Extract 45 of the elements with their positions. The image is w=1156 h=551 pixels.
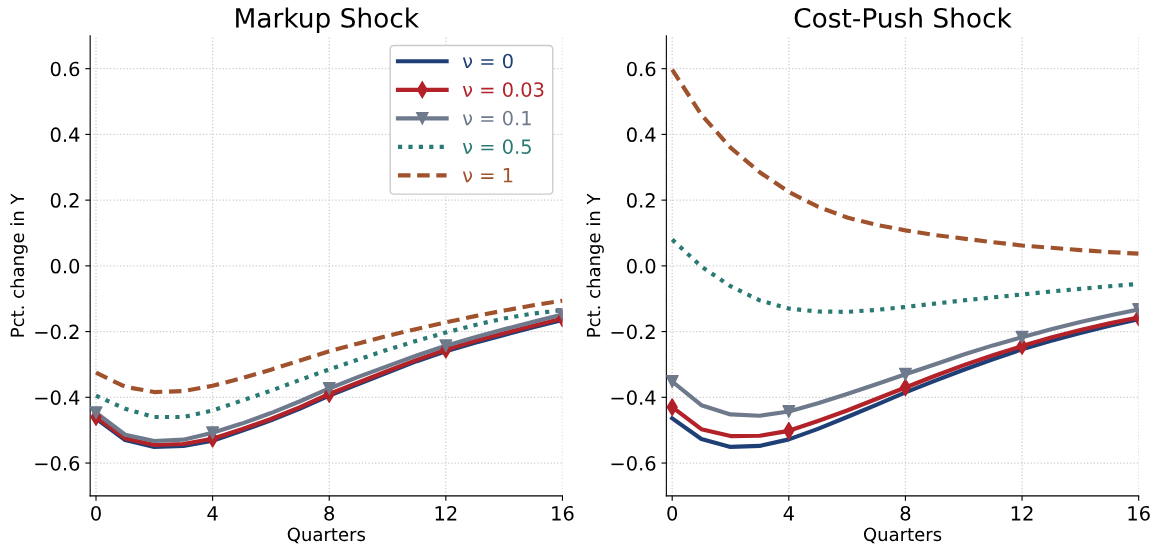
legend-label: ν = 0 — [462, 53, 513, 69]
y-tick-label: 0.6 — [627, 61, 656, 77]
x-tick-label: 8 — [900, 505, 911, 521]
x-axis-title: Quarters — [863, 527, 942, 544]
y-tick-label: −0.2 — [611, 324, 655, 340]
y-tick-label: 0.4 — [627, 127, 656, 143]
point — [206, 426, 220, 440]
legend-label: ν = 0.5 — [462, 139, 531, 154]
line-series — [670, 67, 1139, 256]
y-axis-title: Pct. change in Y — [586, 193, 604, 337]
y-tick-label: 0.6 — [50, 61, 80, 77]
y-tick-label: −0.6 — [35, 455, 80, 471]
point — [90, 406, 103, 420]
x-tick-label: 16 — [1128, 505, 1150, 521]
point — [322, 381, 336, 395]
chart-title: Cost-Push Shock — [794, 7, 1012, 28]
y-tick-label: 0.2 — [627, 193, 655, 208]
y-axis-title: Pct. change in Y — [10, 193, 28, 337]
legend-label: ν = 0.1 — [462, 110, 531, 126]
x-tick-label: 0 — [667, 505, 678, 521]
y-tick-label: 0.0 — [50, 258, 80, 274]
legend-label: ν = 0.03 — [462, 82, 544, 97]
legend-label: ν = 1 — [462, 168, 513, 183]
point — [666, 375, 679, 389]
line-series — [93, 298, 563, 395]
y-tick-label: 0.4 — [50, 127, 80, 143]
point — [1015, 330, 1029, 344]
y-tick-label: 0.2 — [50, 193, 79, 208]
y-tick-label: 0.0 — [627, 258, 656, 274]
x-tick-label: 4 — [207, 506, 218, 521]
x-tick-label: 12 — [1011, 505, 1033, 521]
x-tick-label: 16 — [552, 505, 574, 521]
x-tick-label: 8 — [324, 505, 335, 521]
x-axis-title: Quarters — [287, 527, 366, 544]
chart-title: Markup Shock — [236, 7, 419, 33]
point — [439, 339, 453, 353]
x-tick-label: 4 — [783, 506, 794, 521]
x-tick-label: 12 — [435, 505, 457, 521]
point — [782, 404, 796, 418]
x-tick-label: 0 — [91, 505, 101, 521]
y-tick-label: −0.6 — [611, 455, 656, 471]
y-tick-label: −0.4 — [35, 390, 80, 405]
point — [898, 367, 912, 381]
y-tick-label: −0.2 — [35, 324, 79, 340]
y-tick-label: −0.4 — [611, 390, 656, 405]
